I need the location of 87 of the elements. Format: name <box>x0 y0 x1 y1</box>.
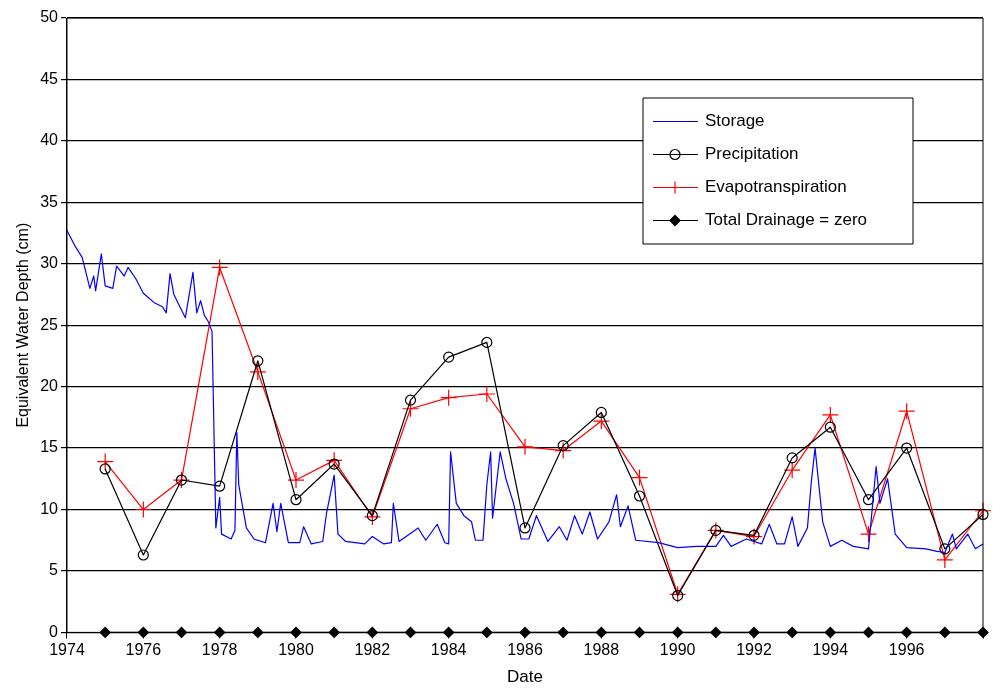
point <box>977 508 989 521</box>
y-tick-label: 0 <box>49 622 59 640</box>
point <box>211 258 229 277</box>
point <box>748 529 760 541</box>
x-tick-label: 1990 <box>659 641 696 659</box>
y-axis-title: Equivalent Water Depth (cm) <box>14 222 32 428</box>
point <box>516 438 534 456</box>
point <box>786 452 798 464</box>
point <box>592 412 610 430</box>
point <box>672 589 684 602</box>
point <box>633 626 646 638</box>
point <box>134 500 152 519</box>
point <box>478 385 496 403</box>
point <box>252 355 264 367</box>
y-tick-label: 40 <box>40 131 59 149</box>
point <box>901 442 913 454</box>
x-axis-title: Date <box>507 667 543 687</box>
point <box>290 494 302 506</box>
x-tick-label: 1976 <box>125 641 162 659</box>
point <box>290 626 302 638</box>
y-tick-label: 30 <box>40 254 59 272</box>
point <box>328 458 340 470</box>
point <box>859 525 878 543</box>
point <box>745 527 763 546</box>
point <box>633 490 646 502</box>
point <box>287 471 305 489</box>
point <box>404 394 417 406</box>
y-tick-label: 20 <box>40 377 59 395</box>
point <box>821 406 839 424</box>
point <box>328 626 340 638</box>
point <box>99 626 111 638</box>
legend-label: Evapotranspiration <box>705 177 847 197</box>
legend-label: Storage <box>705 111 765 131</box>
point <box>137 549 149 561</box>
point <box>366 510 378 522</box>
point <box>96 453 114 471</box>
point <box>481 336 493 348</box>
x-tick-label: 1992 <box>736 641 772 659</box>
point <box>99 463 111 475</box>
y-tick-label: 50 <box>40 8 59 26</box>
point <box>939 543 951 555</box>
point <box>710 626 722 638</box>
point <box>557 626 569 638</box>
x-tick-label: 1986 <box>507 641 543 659</box>
point <box>249 363 267 381</box>
point <box>175 626 188 638</box>
point <box>519 626 531 638</box>
x-tick-label: 1994 <box>812 641 849 659</box>
x-tick-label: 1982 <box>354 641 391 659</box>
point <box>936 551 954 569</box>
y-tick-label: 25 <box>40 315 59 333</box>
point <box>862 494 875 506</box>
point <box>669 585 687 603</box>
point <box>440 389 458 407</box>
point <box>824 421 836 433</box>
point <box>630 468 649 487</box>
point <box>898 402 916 420</box>
point <box>557 440 569 452</box>
x-tick-label: 1980 <box>278 641 314 659</box>
legend-label: Precipitation <box>705 144 799 164</box>
y-tick-label: 10 <box>40 499 59 517</box>
y-tick-label: 35 <box>40 192 59 210</box>
point <box>519 522 531 534</box>
point <box>252 626 264 638</box>
point <box>786 626 798 638</box>
point <box>401 400 420 418</box>
x-tick-label: 1974 <box>49 641 85 659</box>
x-tick-label: 1988 <box>583 641 620 659</box>
point <box>363 508 381 526</box>
point <box>443 351 455 363</box>
x-tick-label: 1978 <box>201 641 238 659</box>
y-tick-label: 15 <box>40 438 59 456</box>
point <box>748 626 760 638</box>
point <box>554 441 572 460</box>
point <box>595 406 607 419</box>
point <box>939 626 951 638</box>
x-tick-label: 1996 <box>888 641 925 659</box>
point <box>862 626 875 638</box>
y-tick-label: 45 <box>40 69 59 87</box>
point <box>481 626 493 638</box>
point <box>404 626 417 638</box>
y-tick-label: 5 <box>49 561 59 579</box>
point <box>783 461 801 479</box>
point <box>325 451 343 469</box>
x-tick-label: 1984 <box>430 641 467 659</box>
point <box>214 480 226 492</box>
legend-label: Total Drainage = zero <box>705 210 868 230</box>
